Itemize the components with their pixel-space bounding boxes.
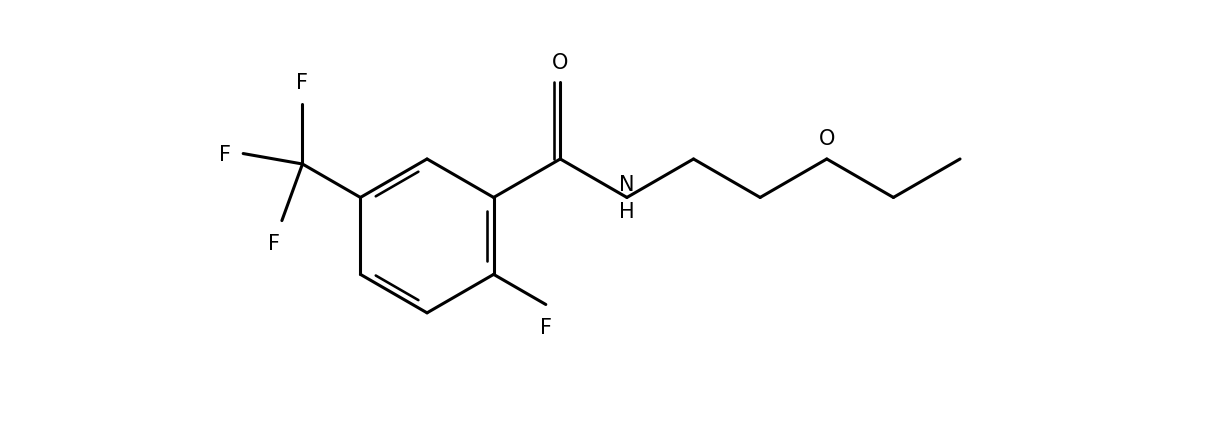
Text: O: O	[819, 128, 835, 148]
Text: F: F	[268, 233, 280, 253]
Text: H: H	[620, 201, 634, 221]
Text: N: N	[620, 175, 634, 195]
Text: O: O	[552, 53, 568, 73]
Text: F: F	[540, 317, 552, 337]
Text: F: F	[297, 72, 308, 92]
Text: F: F	[219, 144, 231, 164]
